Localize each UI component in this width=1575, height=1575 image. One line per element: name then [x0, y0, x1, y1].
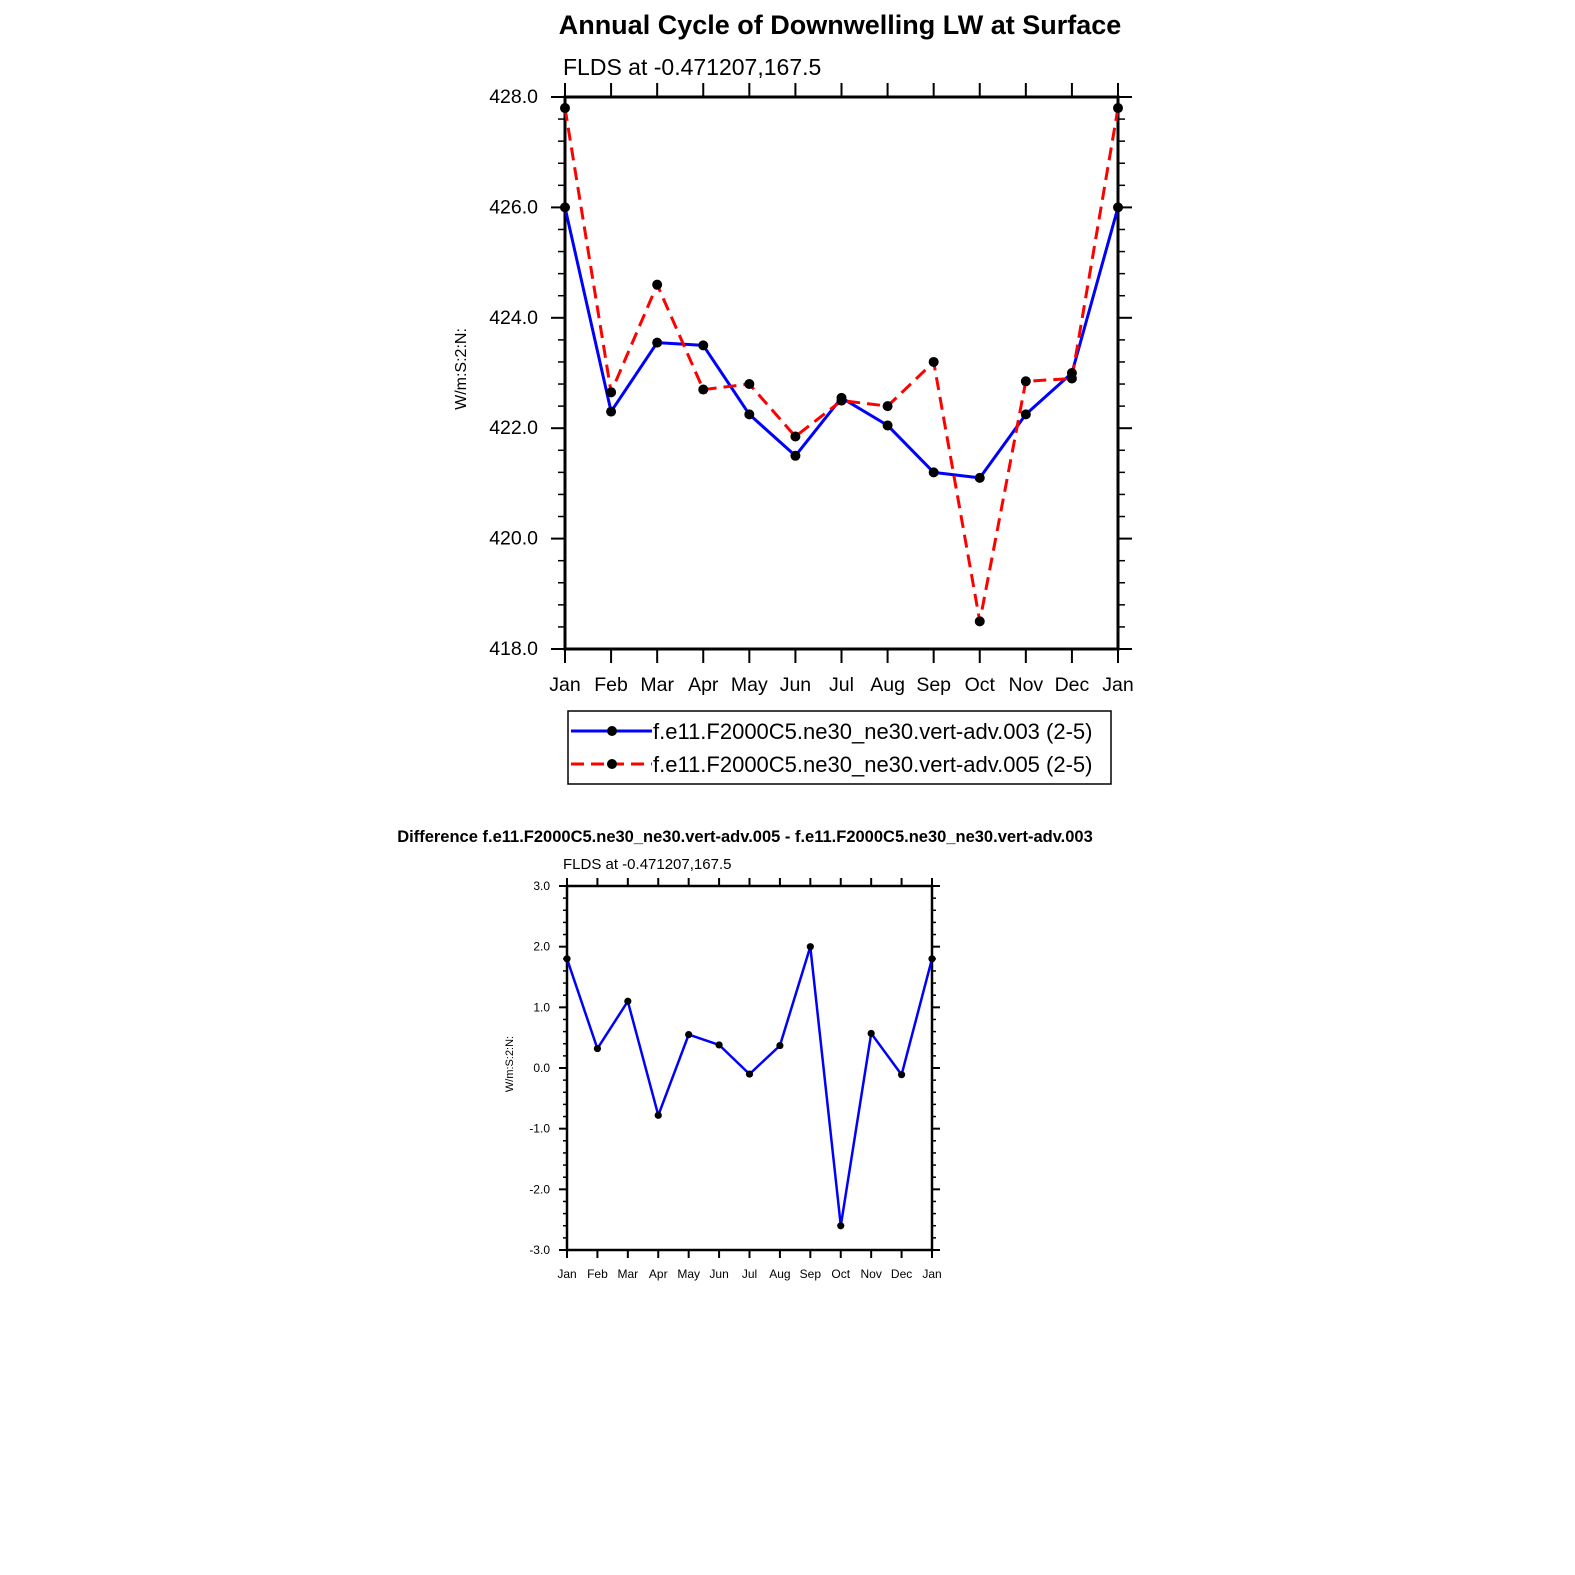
main-series-2-point — [882, 401, 893, 412]
main-series-1-point — [652, 337, 663, 348]
main-series-2-point — [744, 379, 755, 390]
main-series-1-point — [1113, 202, 1123, 213]
main-y-tick-label: 422.0 — [489, 417, 538, 439]
legend-marker-series-2 — [607, 759, 617, 769]
main-series-2-point — [928, 356, 939, 367]
main-y-tick-label: 420.0 — [489, 528, 538, 550]
diff-series-1-point — [897, 1071, 906, 1079]
chart-subtitle: FLDS at -0.471207,167.5 — [563, 54, 821, 80]
diff-y-tick-label: -1.0 — [529, 1122, 550, 1136]
main-series-1-point — [560, 202, 570, 213]
main-chart: Annual Cycle of Downwelling LW at Surfac… — [453, 10, 1134, 785]
main-x-tick-label: May — [731, 674, 768, 696]
legend: f.e11.F2000C5.ne30_ne30.vert-adv.003 (2-… — [567, 710, 1112, 785]
legend-box — [567, 710, 1112, 785]
diff-series-1-point — [563, 955, 571, 963]
diff-x-tick-label: Aug — [769, 1267, 790, 1281]
main-x-tick-label: Mar — [640, 674, 674, 696]
diff-y-tick-label: 1.0 — [533, 1000, 550, 1014]
diff-series-1-point — [654, 1111, 662, 1119]
main-x-tick-label: Jan — [549, 674, 580, 696]
main-series-2-point — [698, 384, 709, 395]
main-y-tick-label: 426.0 — [489, 196, 538, 218]
main-x-tick-label: Nov — [1008, 674, 1043, 696]
diff-x-tick-label: Apr — [649, 1267, 668, 1281]
main-series-2-point — [1020, 376, 1031, 387]
main-x-tick-label: Feb — [594, 674, 628, 696]
main-series-1-point — [698, 340, 709, 351]
main-series-2-point — [652, 279, 663, 290]
difference-plot-area: -3.0 -2.0 -1.0 0.0 1.0 2.0 3.0 Jan Feb Mar Apr May J… — [529, 878, 942, 1281]
diff-x-tick-label: Jul — [742, 1267, 757, 1281]
diff-x-tick-label: Sep — [800, 1267, 822, 1281]
main-series-1-point — [1020, 409, 1031, 420]
diff-series-1-point — [867, 1029, 875, 1038]
chart-title: Annual Cycle of Downwelling LW at Surfac… — [559, 10, 1122, 40]
diff-series-1-point — [715, 1041, 723, 1049]
main-plot-area: 418.0 420.0 422.0 424.0 426.0 428.0 Jan Feb Mar A… — [489, 83, 1134, 696]
diff-x-tick-label: Jan — [557, 1267, 576, 1281]
diff-x-tick-label: Jun — [709, 1267, 728, 1281]
diff-y-tick-label: 3.0 — [533, 879, 550, 893]
main-series-2-point — [836, 395, 847, 406]
main-x-tick-label: Oct — [965, 674, 996, 696]
diff-x-tick-label: May — [677, 1267, 700, 1281]
main-series-1-point — [790, 450, 801, 461]
diff-x-tick-label: Nov — [860, 1267, 881, 1281]
difference-chart: Difference f.e11.F2000C5.ne30_ne30.vert-… — [397, 828, 1093, 1281]
main-x-tick-label: Apr — [688, 674, 719, 696]
diff-series-1-point — [745, 1070, 754, 1078]
main-y-tick-label: 424.0 — [489, 307, 538, 329]
legend-label-series-2: f.e11.F2000C5.ne30_ne30.vert-adv.005 (2-… — [653, 752, 1092, 777]
diff-series-1-point — [685, 1031, 693, 1039]
main-series-2-point — [606, 387, 617, 398]
main-series-2-point — [790, 431, 801, 442]
main-x-tick-label: Jan — [1102, 674, 1133, 696]
difference-y-axis-label: W/m:S:2:N: — [504, 1036, 516, 1092]
main-series-line-2 — [563, 107, 1120, 623]
main-y-tick-label: 418.0 — [489, 638, 538, 660]
main-series-2-point — [560, 103, 570, 114]
main-series-2-point — [1066, 373, 1077, 384]
diff-x-tick-label: Mar — [617, 1267, 638, 1281]
diff-series-1-point — [624, 997, 632, 1005]
diff-plot-frame — [565, 884, 934, 1252]
diff-y-tick-label: -3.0 — [529, 1243, 550, 1257]
diff-y-tick-label: -2.0 — [529, 1182, 550, 1196]
main-x-tick-label: Jul — [829, 674, 854, 696]
diff-series-1-point — [776, 1041, 784, 1050]
main-x-tick-label: Aug — [870, 674, 905, 696]
legend-label-series-1: f.e11.F2000C5.ne30_ne30.vert-adv.003 (2-… — [653, 719, 1092, 744]
diff-x-tick-label: Oct — [831, 1267, 850, 1281]
diff-series-1-point — [928, 955, 936, 963]
diff-series-1-point — [806, 943, 814, 951]
main-y-tick-label: 428.0 — [489, 86, 538, 108]
main-series-1-point — [744, 409, 755, 420]
diff-series-1-point — [593, 1044, 602, 1053]
main-series-2-point — [974, 616, 985, 627]
diff-x-tick-label: Feb — [587, 1267, 608, 1281]
diff-series-line-1 — [565, 945, 934, 1227]
main-series-2-point — [1113, 103, 1123, 114]
diff-series-1-point — [837, 1222, 845, 1230]
difference-chart-title: Difference f.e11.F2000C5.ne30_ne30.vert-… — [397, 828, 1093, 846]
diff-y-tick-label: 2.0 — [533, 940, 550, 954]
difference-chart-subtitle: FLDS at -0.471207,167.5 — [563, 856, 731, 873]
legend-marker-series-1 — [607, 726, 617, 736]
y-axis-label: W/m:S:2:N: — [453, 328, 470, 410]
main-series-1-point — [974, 472, 985, 483]
main-x-tick-label: Sep — [916, 674, 951, 696]
main-series-1-point — [882, 420, 893, 431]
diff-y-tick-label: 0.0 — [533, 1061, 550, 1075]
main-series-1-point — [606, 406, 617, 417]
main-series-line-1 — [563, 206, 1120, 480]
diff-x-tick-label: Dec — [891, 1267, 912, 1281]
main-x-tick-label: Dec — [1055, 674, 1090, 696]
main-series-1-point — [928, 467, 939, 478]
main-plot-frame — [563, 95, 1120, 651]
diff-x-tick-label: Jan — [922, 1267, 941, 1281]
main-x-tick-label: Jun — [780, 674, 811, 696]
